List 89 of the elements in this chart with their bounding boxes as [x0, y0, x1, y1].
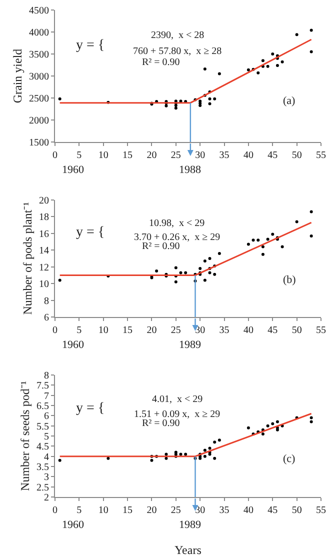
text: 1960 — [62, 164, 84, 176]
y-tick-label: 7.5 — [36, 380, 49, 392]
x-tick-label: 45 — [268, 325, 278, 336]
annotation: R² = 0.90 — [142, 57, 180, 68]
text: 1989 — [179, 339, 202, 351]
x-tick-label: 5 — [76, 325, 82, 336]
text: 1989 — [179, 519, 202, 531]
y-tick-label: 18 — [39, 212, 49, 224]
y-tick-label: 4000 — [29, 28, 49, 38]
x-tick-label: 35 — [219, 150, 230, 161]
y-tick-label: 3.5 — [36, 462, 49, 473]
annotation: 2390, x < 28 — [151, 30, 204, 41]
annotation: (b) — [283, 274, 296, 286]
x-tick-label: 0 — [52, 150, 58, 161]
y-tick-label: 14 — [39, 246, 49, 257]
x-tick-label: 15 — [122, 325, 133, 336]
annotation: y = { — [76, 225, 105, 240]
y-tick-label: 3500 — [29, 50, 49, 60]
y-tick-label: 12 — [39, 262, 49, 274]
y-tick-label: 2000 — [29, 116, 49, 126]
x-tick-label: 30 — [195, 505, 206, 516]
y-tick-label: 10 — [39, 279, 49, 290]
y-tick-label: 20 — [39, 196, 49, 206]
y-tick-label: 16 — [39, 228, 49, 240]
x-tick-label: 50 — [292, 325, 302, 336]
x-tick-label: 0 — [52, 505, 58, 516]
text: 1960 — [62, 339, 84, 351]
x-tick-label: 5 — [76, 505, 82, 516]
x-tick-label: 10 — [98, 150, 108, 161]
y-tick-label: 5.5 — [36, 421, 49, 432]
x-tick-label: 35 — [219, 325, 230, 336]
x-tick-label: 15 — [122, 150, 133, 161]
annotation: R² = 0.90 — [142, 418, 180, 429]
x-tick-label: 0 — [52, 325, 58, 336]
x-tick-label: 15 — [122, 505, 133, 516]
text: 1988 — [179, 164, 202, 176]
y-tick-label: 1500 — [29, 138, 49, 148]
x-tick-label: 50 — [292, 150, 302, 161]
x-tick-label: 25 — [170, 325, 181, 336]
x-tick-label: 35 — [219, 505, 230, 516]
y-tick-label: 4.5 — [36, 442, 49, 453]
annotation: 3.70 + 0.26 x, x ≥ 29 — [134, 232, 220, 243]
x-axis-title: Years — [174, 542, 202, 557]
y-tick-label: 2500 — [29, 94, 49, 104]
annotation: y = { — [76, 38, 105, 53]
y-tick-label: 6 — [44, 312, 49, 324]
y-axis-title: Number of pods plant⁻¹ — [20, 202, 34, 315]
y-tick-label: 6.5 — [36, 401, 49, 412]
y-tick-label: 8 — [44, 296, 49, 307]
x-tick-label: 40 — [243, 150, 254, 161]
y-tick-label: 7 — [44, 390, 49, 402]
x-tick-label: 45 — [268, 505, 278, 516]
x-tick-label: 25 — [170, 505, 181, 516]
x-tick-label: 10 — [98, 505, 108, 516]
annotation: (c) — [283, 453, 296, 465]
x-tick-label: 40 — [243, 325, 254, 336]
x-tick-label: 55 — [316, 150, 326, 161]
x-tick-label: 20 — [146, 325, 157, 336]
y-axis-title: Grain yield — [10, 48, 24, 104]
x-tick-label: 55 — [316, 505, 326, 516]
y-axis-title: Number of seeds pod⁻¹ — [18, 380, 32, 491]
annotation: y = { — [76, 401, 105, 416]
x-tick-label: 55 — [316, 325, 326, 336]
x-tick-label: 25 — [170, 150, 181, 161]
y-tick-label: 2.5 — [36, 482, 49, 494]
annotation: 760 + 57.80 x, x ≥ 28 — [133, 46, 222, 57]
y-tick-label: 2 — [44, 492, 49, 504]
x-tick-label: 10 — [98, 325, 108, 336]
x-tick-label: 45 — [268, 150, 278, 161]
y-tick-label: 4500 — [29, 6, 49, 16]
y-tick-label: 6 — [44, 411, 49, 422]
annotation: 10.98, x < 29 — [149, 218, 205, 229]
x-tick-label: 50 — [292, 505, 302, 516]
x-tick-label: 20 — [146, 505, 157, 516]
y-tick-label: 4 — [44, 452, 49, 463]
y-tick-label: 8 — [44, 370, 49, 382]
y-tick-label: 3000 — [29, 72, 49, 82]
x-tick-label: 40 — [243, 505, 254, 516]
y-tick-label: 5 — [44, 432, 49, 442]
annotation: 1.51 + 0.09 x, x ≥ 29 — [134, 409, 220, 420]
y-tick-label: 3 — [44, 472, 49, 484]
annotation: R² = 0.90 — [142, 241, 180, 252]
x-tick-label: 30 — [195, 325, 206, 336]
annotation: (a) — [283, 95, 296, 107]
x-tick-label: 30 — [195, 150, 206, 161]
x-tick-label: 5 — [76, 150, 82, 161]
text: 1960 — [62, 519, 84, 531]
x-tick-label: 20 — [146, 150, 157, 161]
annotation: 4.01, x < 29 — [152, 394, 203, 405]
